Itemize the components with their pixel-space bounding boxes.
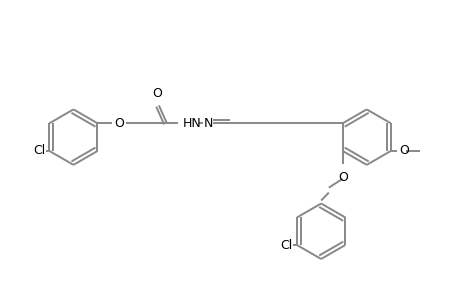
Text: O: O bbox=[337, 171, 347, 184]
Text: N: N bbox=[203, 117, 213, 130]
Text: HN: HN bbox=[182, 117, 201, 130]
Text: Cl: Cl bbox=[280, 238, 291, 252]
Text: O: O bbox=[114, 117, 124, 130]
Text: O: O bbox=[151, 88, 162, 100]
Text: O: O bbox=[399, 145, 409, 158]
Text: Cl: Cl bbox=[33, 145, 45, 158]
